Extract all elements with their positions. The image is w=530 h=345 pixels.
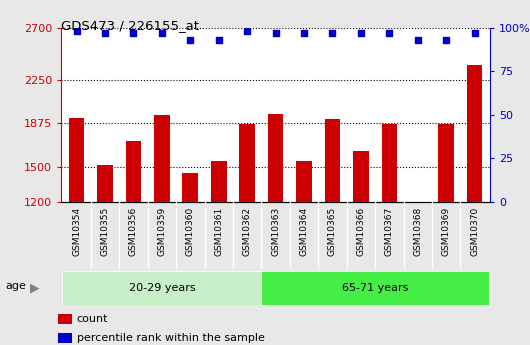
Point	[300, 30, 308, 36]
Text: GSM10359: GSM10359	[157, 207, 166, 256]
Point	[73, 28, 81, 34]
Bar	[268, 114, 284, 202]
Point	[413, 37, 422, 42]
Bar	[58, 314, 72, 324]
Point	[157, 30, 166, 36]
Text: GSM10369: GSM10369	[441, 207, 450, 256]
Bar	[182, 173, 198, 202]
Bar	[467, 65, 482, 202]
Text: GSM10363: GSM10363	[271, 207, 280, 256]
Text: age: age	[5, 282, 26, 291]
Text: GSM10362: GSM10362	[243, 207, 252, 256]
Point	[129, 30, 138, 36]
Text: GSM10355: GSM10355	[101, 207, 110, 256]
Text: GSM10365: GSM10365	[328, 207, 337, 256]
Text: GSM10367: GSM10367	[385, 207, 394, 256]
Bar	[63, 271, 261, 305]
Bar	[382, 124, 397, 202]
Bar	[97, 165, 113, 202]
Point	[243, 28, 251, 34]
Point	[470, 30, 479, 36]
Text: GSM10364: GSM10364	[299, 207, 308, 256]
Text: GSM10366: GSM10366	[356, 207, 365, 256]
Text: 65-71 years: 65-71 years	[342, 283, 408, 293]
Point	[442, 37, 450, 42]
Point	[357, 30, 365, 36]
Bar	[240, 124, 255, 202]
Bar	[211, 160, 226, 202]
Text: GSM10360: GSM10360	[186, 207, 195, 256]
Text: GSM10368: GSM10368	[413, 207, 422, 256]
Text: percentile rank within the sample: percentile rank within the sample	[77, 333, 264, 343]
Point	[186, 37, 195, 42]
Text: GSM10354: GSM10354	[72, 207, 81, 256]
Bar	[58, 333, 72, 343]
Point	[101, 30, 109, 36]
Bar	[126, 141, 142, 202]
Text: ▶: ▶	[30, 282, 39, 295]
Point	[385, 30, 394, 36]
Text: 20-29 years: 20-29 years	[129, 283, 195, 293]
Bar	[154, 115, 170, 202]
Point	[328, 30, 337, 36]
Text: GSM10361: GSM10361	[214, 207, 223, 256]
Text: GDS473 / 226155_at: GDS473 / 226155_at	[61, 19, 199, 32]
Bar	[325, 119, 340, 202]
Bar	[69, 118, 84, 202]
Bar	[261, 271, 489, 305]
Bar	[353, 151, 369, 202]
Text: count: count	[77, 314, 108, 324]
Text: GSM10370: GSM10370	[470, 207, 479, 256]
Point	[271, 30, 280, 36]
Bar	[438, 124, 454, 202]
Point	[215, 37, 223, 42]
Bar	[296, 160, 312, 202]
Text: GSM10356: GSM10356	[129, 207, 138, 256]
